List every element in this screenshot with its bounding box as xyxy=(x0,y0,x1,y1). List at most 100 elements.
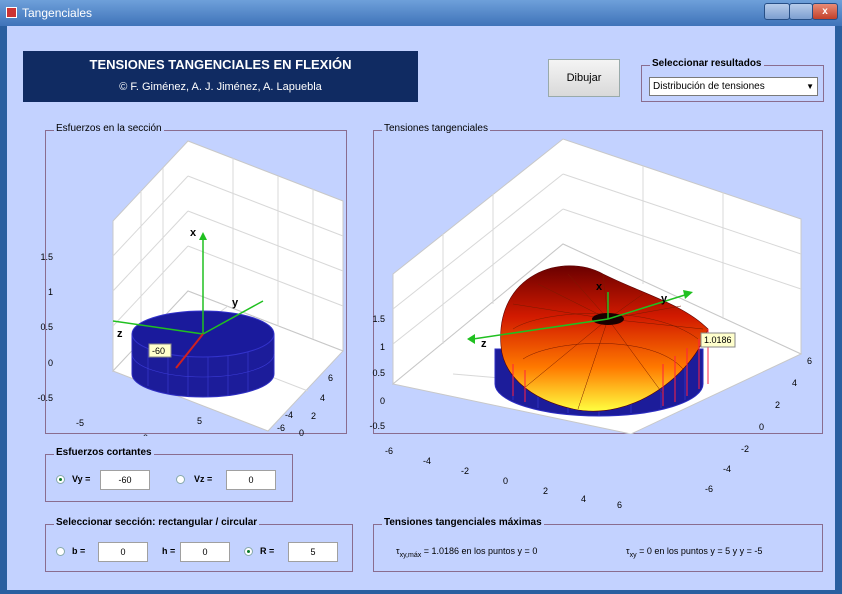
right-x-tick: 2 xyxy=(543,486,549,496)
b-input[interactable]: 0 xyxy=(98,542,148,562)
left-plot-group: Esfuerzos en la sección xyxy=(45,123,347,434)
right-axis-z xyxy=(472,318,609,340)
left-plot-title: Esfuerzos en la sección xyxy=(54,123,164,134)
left-y-tick: 4 xyxy=(320,393,325,403)
right-y-tick: 6 xyxy=(807,356,813,366)
left-cylinder-mesh xyxy=(131,346,275,397)
results-select-value: Distribución de tensiones xyxy=(653,81,765,92)
tau-sub: xy xyxy=(629,551,637,559)
r-input[interactable]: 5 xyxy=(288,542,338,562)
right-axis-z-label: z xyxy=(481,338,487,350)
left-x-tick: 0 xyxy=(143,433,148,436)
left-vy-arrow xyxy=(175,333,204,369)
window-title: Tangenciales xyxy=(22,6,93,20)
right-z-tick: 0.5 xyxy=(372,368,385,378)
close-button[interactable]: x xyxy=(812,3,838,20)
section-group-title: Seleccionar sección: rectangular / circu… xyxy=(54,517,260,528)
right-y-tick: 2 xyxy=(775,400,781,410)
vy-radio[interactable] xyxy=(56,475,65,484)
right-z-tick: 1.5 xyxy=(372,314,385,324)
page-title: TENSIONES TANGENCIALES EN FLEXIÓN xyxy=(89,57,352,72)
right-x-ticks: -6 -4 -2 0 2 4 6 xyxy=(385,446,645,510)
draw-button[interactable]: Dibujar xyxy=(548,59,620,97)
right-x-tick: 0 xyxy=(503,476,509,486)
left-axis-z-label: z xyxy=(117,328,123,340)
right-plot-group: Tensiones tangenciales xyxy=(373,123,823,434)
left-axis-x-arrow xyxy=(199,232,207,240)
right-x-tick: 6 xyxy=(617,500,623,510)
title-bar: Tangenciales x xyxy=(0,0,842,26)
left-axis-x-label: x xyxy=(190,227,197,239)
max-stress-group: Tensiones tangenciales máximas τxy,máx =… xyxy=(373,517,823,572)
h-input[interactable]: 0 xyxy=(180,542,230,562)
tau-max-text: = 1.0186 en los puntos y = 0 xyxy=(423,546,538,556)
left-z-tick: -0.5 xyxy=(37,393,53,403)
right-y-ticks: 6 4 2 0 -2 -4 -6 xyxy=(657,356,827,496)
left-y-tick: 0 xyxy=(299,428,304,436)
left-y-tick-neg4: -4 xyxy=(285,410,294,420)
right-axis-y-label: y xyxy=(661,293,668,305)
tau-text: = 0 en los puntos y = 5 y y = -5 xyxy=(639,546,763,556)
tau-max-symbol: τ xyxy=(396,546,400,556)
right-z-tick: -0.5 xyxy=(369,421,385,431)
left-y-tick: 6 xyxy=(328,373,333,383)
minimize-button[interactable] xyxy=(764,3,790,20)
right-y-tick: 0 xyxy=(759,422,765,432)
r-label: R = xyxy=(260,546,275,556)
section-group: Seleccionar sección: rectangular / circu… xyxy=(45,517,353,572)
vz-input[interactable]: 0 xyxy=(226,470,276,490)
left-axis-y-label: y xyxy=(232,297,239,309)
results-select[interactable]: Distribución de tensiones ▼ xyxy=(649,77,818,96)
left-plot-canvas[interactable]: x y z -60 1.5 1 0.5 0 -0.5 -5 0 6 4 2 0 xyxy=(33,136,353,436)
left-z-tick: 1 xyxy=(48,287,53,297)
tau-symbol: τ xyxy=(626,546,630,556)
h-label: h = xyxy=(162,546,176,556)
right-x-tick: -4 xyxy=(423,456,432,466)
right-plot-canvas[interactable]: x y z 1.0186 1.5 1 0.5 0 -0.5 xyxy=(363,134,823,434)
right-axis-z-arrow xyxy=(467,334,475,344)
b-label: b = xyxy=(72,546,86,556)
stress-surface xyxy=(500,265,709,412)
maximize-button[interactable] xyxy=(789,3,813,20)
max-tag: 1.0186 xyxy=(704,335,732,345)
shear-group-title: Esfuerzos cortantes xyxy=(54,447,154,458)
right-y-tick: -6 xyxy=(705,484,714,494)
max-tag-box xyxy=(700,332,736,348)
right-z-ticks: 1.5 1 0.5 0 -0.5 xyxy=(369,314,385,431)
left-y-tick: 2 xyxy=(311,411,316,421)
app-client-area: TENSIONES TANGENCIALES EN FLEXIÓN © F. G… xyxy=(7,26,835,590)
left-x-tick: -5 xyxy=(76,418,84,428)
right-x-tick: 4 xyxy=(581,494,587,504)
right-axis-x-label: x xyxy=(596,281,603,293)
vz-radio[interactable] xyxy=(176,475,185,484)
right-axis-y-arrow xyxy=(683,290,693,299)
left-axis-y xyxy=(202,300,264,335)
chevron-down-icon: ▼ xyxy=(806,82,814,91)
right-x-tick: -6 xyxy=(385,446,394,456)
tau-max-result: τxy,máx = 1.0186 en los puntos y = 0 xyxy=(396,546,537,559)
left-y-ticks: 6 4 2 0 xyxy=(299,373,333,436)
left-vy-tag: -60 xyxy=(152,346,165,356)
left-z-ticks: 1.5 1 0.5 0 -0.5 xyxy=(37,252,53,403)
right-z-tick: 1 xyxy=(380,342,385,352)
vz-label: Vz = xyxy=(194,474,213,484)
rect-radio[interactable] xyxy=(56,547,65,556)
right-axis-y xyxy=(607,293,689,320)
header-banner: TENSIONES TANGENCIALES EN FLEXIÓN © F. G… xyxy=(23,51,418,102)
authors-credit: © F. Giménez, A. J. Jiménez, A. Lapuebla xyxy=(119,81,322,93)
right-y-tick: -2 xyxy=(741,444,750,454)
max-stress-group-title: Tensiones tangenciales máximas xyxy=(382,517,544,528)
right-z-tick: 0 xyxy=(380,396,385,406)
left-z-tick: 0.5 xyxy=(40,322,53,332)
app-icon xyxy=(6,7,17,18)
results-group: Seleccionar resultados Distribución de t… xyxy=(641,58,824,102)
tau-max-sub: xy,máx xyxy=(399,551,422,559)
circ-radio[interactable] xyxy=(244,547,253,556)
shear-group: Esfuerzos cortantes Vy = -60 Vz = 0 xyxy=(45,447,293,502)
vy-input[interactable]: -60 xyxy=(100,470,150,490)
left-axis-z xyxy=(112,320,204,335)
left-x-tick-5: 5 xyxy=(197,416,203,426)
left-y-tick-neg6: -6 xyxy=(277,423,286,433)
left-vy-tag-box xyxy=(148,343,172,358)
right-y-tick: -4 xyxy=(723,464,732,474)
